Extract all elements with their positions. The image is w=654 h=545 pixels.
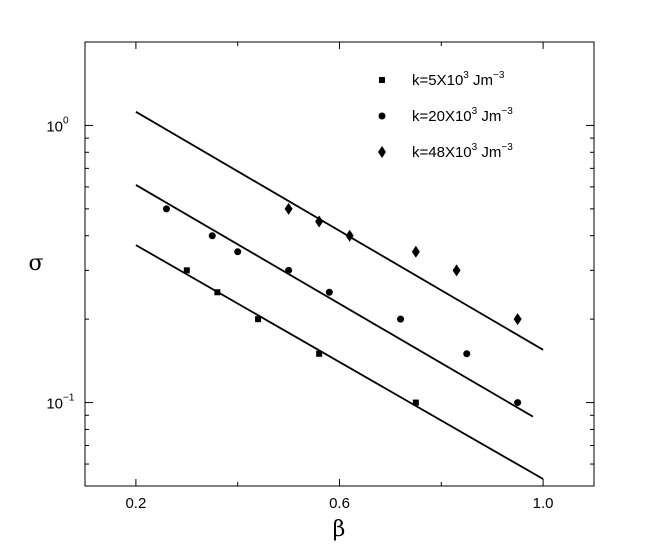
data-point-series-2 — [208, 232, 216, 240]
legend-text-part: 3 — [463, 70, 469, 81]
plot-frame — [84, 41, 595, 487]
data-markers — [162, 202, 522, 407]
data-point-series-3 — [315, 215, 324, 228]
legend-text-part: k=48X10 — [412, 144, 472, 161]
legend-text-part: −3 — [501, 106, 513, 117]
data-point-series-2 — [397, 315, 405, 323]
data-point-series-2 — [325, 288, 333, 296]
legend-text-part: k=20X10 — [412, 108, 472, 125]
data-point-series-3 — [345, 229, 354, 242]
legend-marker-series-1 — [379, 77, 385, 83]
legend-label-series-2: k=20X103 Jm−3 — [412, 106, 513, 125]
x-axis-label: β — [333, 517, 346, 542]
legend-text-part: Jm — [469, 72, 493, 89]
data-point-series-3 — [284, 202, 293, 215]
data-point-series-3 — [513, 313, 522, 326]
legend-text-part: 3 — [472, 142, 478, 153]
legend-text-part: −3 — [501, 142, 513, 153]
data-point-series-1 — [183, 267, 190, 274]
data-point-series-3 — [452, 264, 461, 277]
data-point-series-2 — [463, 350, 471, 358]
legend: k=5X103 Jm−3k=20X103 Jm−3k=48X103 Jm−3 — [378, 70, 513, 161]
axis-ticks — [85, 42, 594, 486]
legend-marker-series-3 — [378, 146, 386, 158]
y-tick-exponent: 0 — [63, 115, 69, 126]
legend-text-part: k=5X10 — [412, 72, 463, 89]
fit-line-series-1 — [135, 244, 544, 480]
data-point-series-2 — [234, 248, 242, 256]
legend-text-part: −3 — [493, 70, 505, 81]
data-point-series-1 — [412, 399, 419, 406]
data-point-series-1 — [214, 289, 221, 296]
legend-marker-series-2 — [378, 112, 386, 120]
legend-text-part: Jm — [477, 144, 501, 161]
fit-line-series-2 — [135, 184, 534, 418]
legend-text-part: Jm — [477, 108, 501, 125]
legend-label-series-3: k=48X103 Jm−3 — [412, 142, 513, 161]
data-point-series-3 — [411, 245, 420, 258]
legend-label-series-1: k=5X103 Jm−3 — [412, 70, 505, 89]
fit-line-series-3 — [135, 111, 544, 351]
fit-lines — [135, 111, 544, 480]
x-tick-label: 1.0 — [533, 495, 554, 512]
x-tick-label: 0.2 — [125, 495, 146, 512]
data-point-series-1 — [255, 316, 262, 323]
y-tick-exponent: −1 — [63, 393, 75, 404]
y-axis-label: σ — [28, 251, 43, 276]
legend-text-part: 3 — [472, 106, 478, 117]
data-point-series-1 — [316, 350, 323, 357]
data-point-series-2 — [514, 399, 522, 407]
x-tick-label: 0.6 — [329, 495, 350, 512]
data-point-series-2 — [162, 205, 170, 213]
y-tick-label: 10 — [46, 396, 63, 413]
data-point-series-2 — [285, 266, 293, 274]
y-tick-label: 10 — [46, 118, 63, 135]
